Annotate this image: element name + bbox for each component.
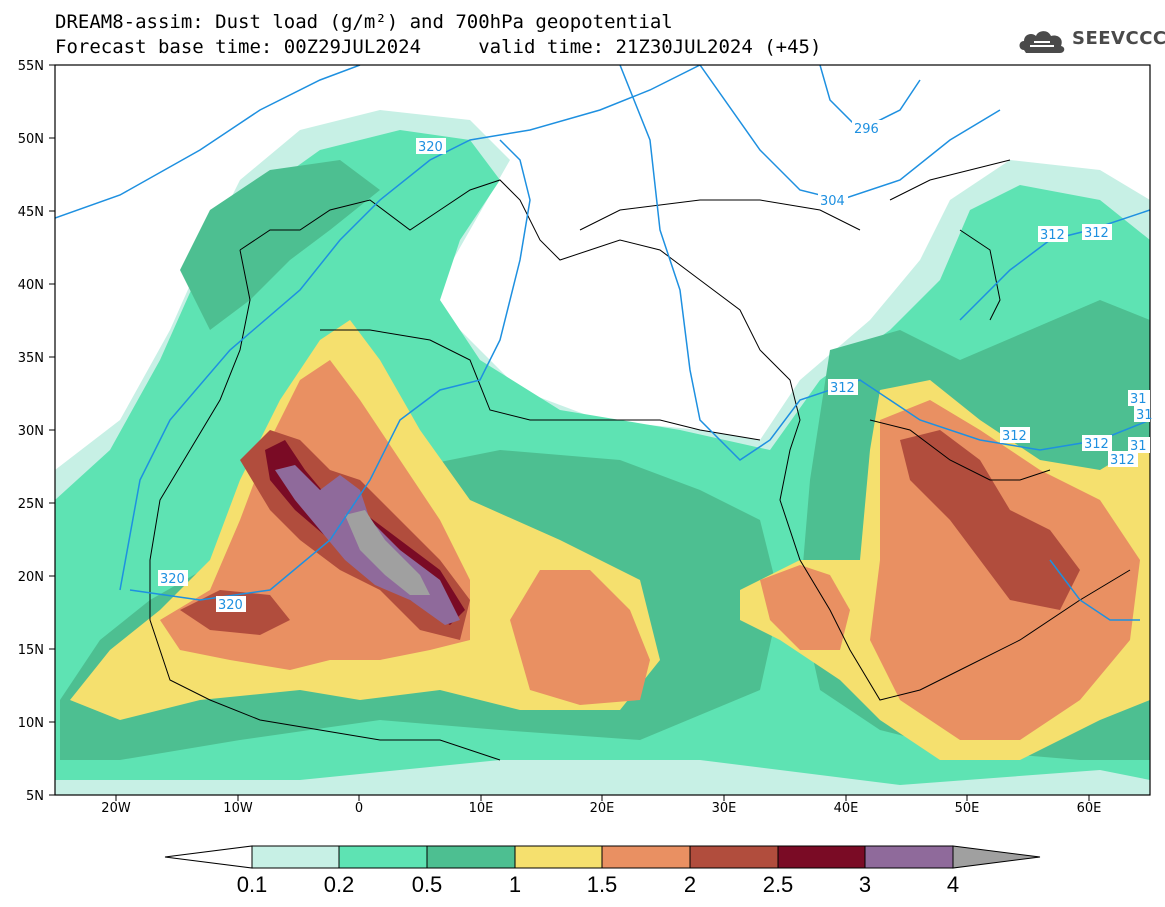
lat-ticks [49,64,55,796]
contour-label-31-c: 31 [1130,439,1147,454]
dust-level-2-arabia [900,430,1080,610]
lon-label-0: 0 [355,801,363,816]
colorbar-high-arrow [952,845,1041,869]
colorbar-tick-4: 1.5 [587,872,618,897]
colorbar-swatch-7 [864,845,954,869]
geopotential-contours [55,65,1150,621]
cloud-icon [1019,31,1065,53]
dust-level-2-mauritania [180,590,290,635]
map-title-line1: DREAM8-assim: Dust load (g/m²) and 700hP… [55,11,673,33]
colorbar-swatch-0 [251,845,340,869]
lon-labels: 20W 10W 0 10E 20E 30E 40E 50E 60E [101,801,1101,816]
lat-label-15n: 15N [18,643,44,658]
lat-label-35n: 35N [18,351,44,366]
dust-level-1.5-chad [510,570,650,705]
contour-label-312-c: 312 [830,381,855,396]
lat-label-20n: 20N [18,570,44,585]
lat-label-5n: 5N [26,789,44,804]
colorbar-low-arrow [164,845,253,869]
lat-label-45n: 45N [18,205,44,220]
contour-label-320-a: 320 [418,140,443,155]
colorbar-tick-5: 2 [684,872,696,897]
colorbar-tick-8: 4 [947,872,959,897]
colorbar-tick-6: 2.5 [763,872,794,897]
colorbar-tick-1: 0.2 [324,872,355,897]
lon-label-50e: 50E [955,801,980,816]
seevccc-logo: SEEVCCC [1016,26,1165,56]
lat-label-50n: 50N [18,132,44,147]
colorbar-swatch-6 [777,845,866,869]
dust-level-4 [345,510,430,595]
colorbar-swatch-3 [514,845,603,869]
lon-label-30e: 30E [712,801,737,816]
contour-label-31-b: 31 [1136,408,1153,423]
lat-label-30n: 30N [18,424,44,439]
contour-label-296: 296 [854,122,879,137]
colorbar-tick-2: 0.5 [412,872,443,897]
colorbar-tick-3: 1 [509,872,521,897]
contour-label-320-b: 320 [160,572,185,587]
lat-labels: 55N 50N 45N 40N 35N 30N 25N 20N 15N 10N … [18,59,44,804]
contour-label-312-d: 312 [1002,429,1027,444]
lon-label-60e: 60E [1077,801,1102,816]
colorbar: 0.1 0.2 0.5 1 1.5 2 2.5 3 4 [164,845,1041,897]
dust-field [55,65,1150,795]
contour-label-304: 304 [820,194,845,209]
lat-label-10n: 10N [18,716,44,731]
lon-label-40e: 40E [834,801,859,816]
logo-text: SEEVCCC [1072,28,1165,49]
colorbar-tick-0: 0.1 [237,872,268,897]
map-title-line2: Forecast base time: 00Z29JUL2024 valid t… [55,36,822,58]
contour-label-312-b: 312 [1084,226,1109,241]
lon-label-20e: 20E [590,801,615,816]
contour-label-320-c: 320 [218,598,243,613]
contour-label-312-f: 312 [1110,453,1135,468]
lat-label-55n: 55N [18,59,44,74]
lat-label-40n: 40N [18,278,44,293]
colorbar-swatch-5 [689,845,779,869]
contour-label-312-e: 312 [1084,437,1109,452]
colorbar-swatch-4 [601,845,691,869]
lon-label-10e: 10E [469,801,494,816]
coastlines [149,159,1131,761]
lon-label-10w: 10W [223,801,253,816]
dust-level-0.5-north [180,160,380,330]
lon-ticks [115,795,1090,801]
lon-label-20w: 20W [101,801,131,816]
colorbar-swatch-1 [338,845,428,869]
contour-label-312-a: 312 [1040,228,1065,243]
colorbar-tick-7: 3 [859,872,871,897]
lat-label-25n: 25N [18,497,44,512]
contour-labels: 296 304 312 312 312 312 312 312 320 320 … [158,120,1153,613]
contour-label-31-a: 31 [1130,392,1147,407]
dust-level-1.5-sudan [760,565,850,650]
colorbar-swatch-2 [426,845,516,869]
